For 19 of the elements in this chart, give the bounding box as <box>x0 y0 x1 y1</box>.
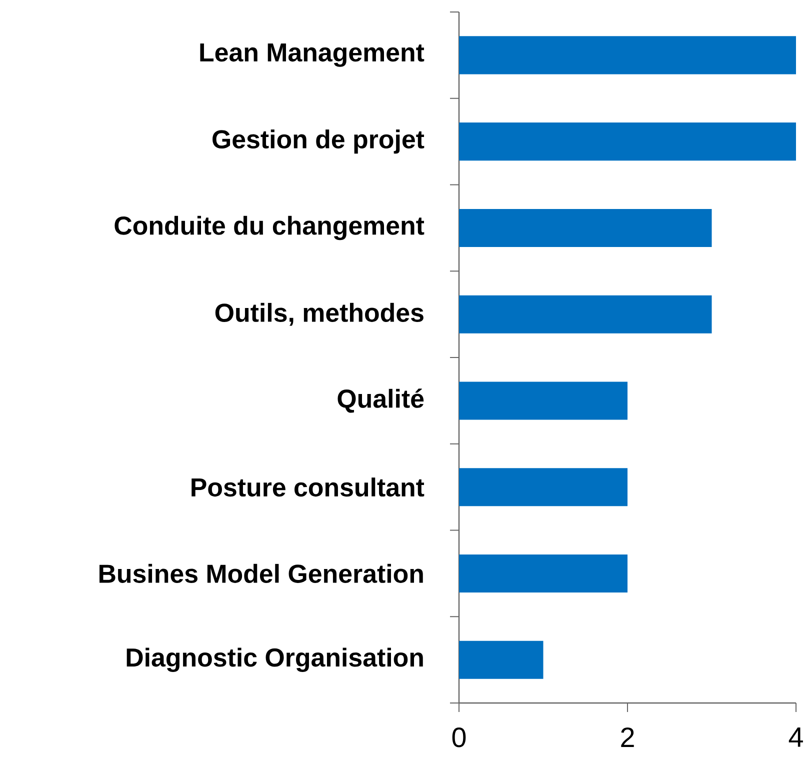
y-tick-label: Outils, methodes <box>215 302 424 326</box>
bar <box>459 640 544 679</box>
x-tick-label: 0 <box>452 728 466 748</box>
bar <box>459 554 628 592</box>
bar <box>459 468 628 506</box>
y-tick-label: Diagnostic Organisation <box>126 648 423 672</box>
y-tick-label: Gestion de projet <box>212 129 424 154</box>
y-tick-label: Busines Model Generation <box>99 564 423 583</box>
bar <box>459 122 796 161</box>
bar <box>459 382 628 420</box>
y-tick-label: Posture consultant <box>192 478 424 497</box>
x-tick-label: 2 <box>621 728 634 748</box>
bar <box>459 36 796 74</box>
bar <box>459 295 712 334</box>
x-tick-label: 4 <box>788 728 803 747</box>
y-tick-label: Conduite du changement <box>114 216 424 240</box>
y-tick-label: Qualité <box>338 388 424 413</box>
y-tick-label: Lean Management <box>200 44 424 67</box>
bar <box>459 208 712 247</box>
